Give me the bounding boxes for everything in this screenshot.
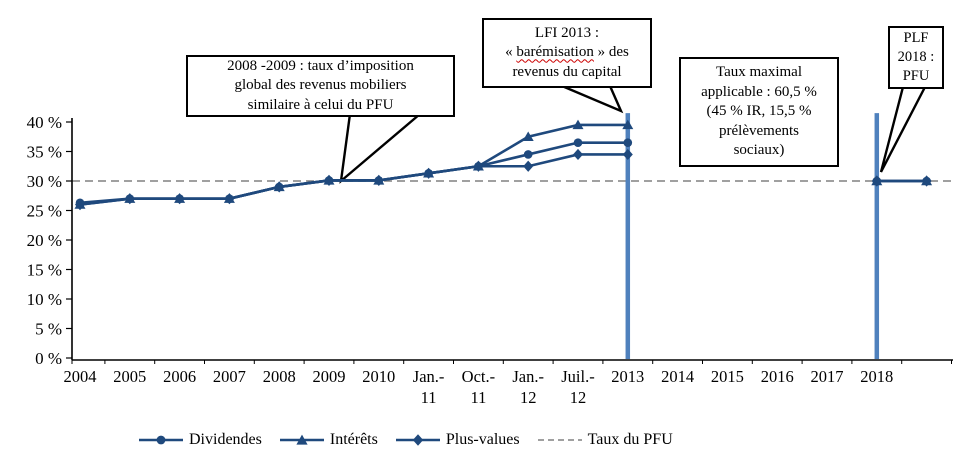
annotation-lfi-line1: LFI 2013 :	[534, 24, 600, 41]
triangle-marker-icon	[279, 434, 324, 445]
svg-text:0 %: 0 %	[35, 349, 62, 368]
legend-item-taux-du-pfu: Taux du PFU	[537, 431, 673, 449]
annotation-lfi-2013: LFI 2013 : « barémisation » des revenus …	[482, 18, 652, 88]
svg-text:2007: 2007	[213, 367, 246, 386]
annotation-lfi-line3: revenus du capital	[512, 63, 622, 80]
svg-text:20 %: 20 %	[27, 231, 62, 250]
annotation-lfi-line2: « barémisation » des	[505, 44, 629, 61]
svg-text:2010: 2010	[362, 367, 395, 386]
legend-label: Intérêts	[329, 431, 378, 448]
misspelled-word: barémisation	[516, 44, 594, 61]
legend-item-dividendes: Dividendes	[138, 431, 262, 449]
svg-text:40 %: 40 %	[27, 113, 62, 132]
svg-text:2017: 2017	[811, 367, 844, 386]
svg-text:10 %: 10 %	[27, 290, 62, 309]
svg-text:2016: 2016	[761, 367, 794, 386]
svg-text:Jan.-12: Jan.-12	[512, 367, 544, 407]
svg-text:2018: 2018	[860, 367, 893, 386]
svg-text:30 %: 30 %	[27, 172, 62, 191]
svg-text:Juil.-12: Juil.-12	[561, 367, 594, 407]
svg-text:2014: 2014	[661, 367, 694, 386]
legend-label: Taux du PFU	[587, 431, 673, 448]
svg-text:2006: 2006	[163, 367, 196, 386]
annotation-plf-2018: PLF 2018 : PFU	[888, 26, 944, 89]
annotation-taux-maximal: Taux maximal applicable : 60,5 % (45 % I…	[679, 57, 839, 167]
legend-label: Plus-values	[445, 431, 520, 448]
svg-text:2005: 2005	[113, 367, 146, 386]
svg-text:15 %: 15 %	[27, 261, 62, 280]
svg-text:2008: 2008	[263, 367, 296, 386]
svg-text:5 %: 5 %	[35, 320, 62, 339]
chart-legend: Dividendes Intérêts Plus-values Taux du …	[138, 431, 673, 449]
legend-item-plus-values: Plus-values	[395, 431, 520, 449]
svg-text:Oct.-11: Oct.-11	[462, 367, 495, 407]
svg-text:2004: 2004	[64, 367, 97, 386]
svg-text:2013: 2013	[611, 367, 644, 386]
svg-text:25 %: 25 %	[27, 202, 62, 221]
svg-text:Jan.-11: Jan.-11	[413, 367, 445, 407]
svg-text:35 %: 35 %	[27, 143, 62, 162]
circle-marker-icon	[139, 435, 183, 445]
svg-text:2015: 2015	[711, 367, 744, 386]
legend-item-interets: Intérêts	[279, 431, 378, 449]
svg-text:2009: 2009	[313, 367, 346, 386]
dashed-line-icon	[537, 439, 582, 441]
legend-label: Dividendes	[189, 431, 262, 448]
annotation-2008-2009: 2008 -2009 : taux d’imposition global de…	[186, 55, 455, 117]
diamond-marker-icon	[395, 434, 440, 446]
